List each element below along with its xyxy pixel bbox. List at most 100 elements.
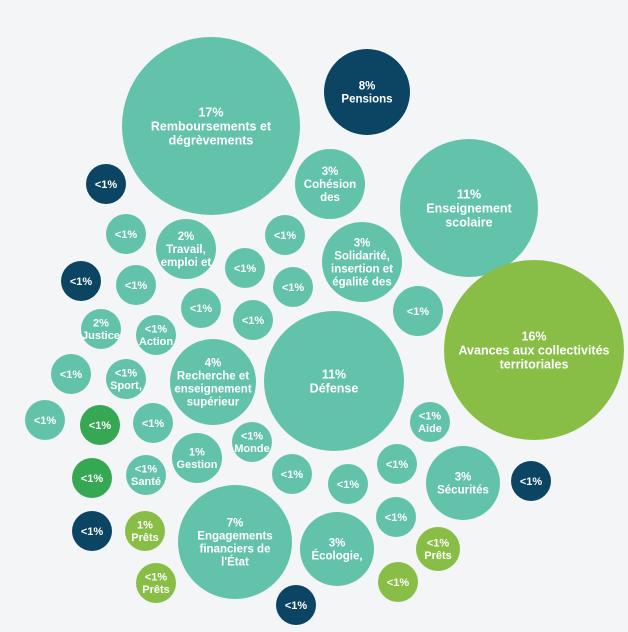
bubble: <1%Monde [232,422,272,462]
bubble-circle [426,446,500,520]
bubble-percent-label: <1% [60,369,83,381]
bubble-category-label: scolaire [445,215,492,229]
bubble-percent-label: <1% [274,230,297,242]
bubble: <1% [378,562,418,602]
bubble-category-label: Défense [310,381,359,395]
bubble-percent-label: <1% [145,324,168,336]
bubble-category-label: supérieur [187,397,240,409]
bubble: <1%Prêts [136,563,176,603]
bubble-circle [322,222,402,302]
bubble-percent-label: <1% [142,418,165,430]
bubble-category-label: Prêts [131,532,159,544]
bubble: <1% [181,288,221,328]
bubble-circle [378,562,418,602]
bubble-category-label: Recherche et [177,371,249,383]
bubble-percent-label: <1% [242,315,265,327]
bubble-category-label: égalité des [332,277,391,289]
bubble-category-label: insertion et [331,264,393,276]
bubble: <1% [72,511,112,551]
bubble-circle [264,311,404,451]
bubble-category-label: l'État [221,556,249,569]
bubble-circle [51,354,91,394]
bubble-percent-label: <1% [135,464,158,476]
bubble-category-label: Prêts [142,584,170,596]
bubble: <1% [51,354,91,394]
bubble-circle [393,286,443,336]
bubble-circle [136,563,176,603]
bubble-circle [300,512,374,586]
bubble: <1% [72,458,112,498]
bubble-circle [265,215,305,255]
bubble-circle [25,400,65,440]
bubble-percent-label: <1% [241,431,264,443]
bubble-category-label: Engagements [197,531,272,543]
bubble: <1% [80,405,120,445]
bubble-circle [116,265,156,305]
bubble: <1% [106,214,146,254]
bubble-percent-label: 3% [322,166,339,178]
bubble-circle [400,139,538,277]
bubble-category-label: territoriales [500,357,569,371]
bubble-percent-label: 11% [457,187,481,201]
bubble: <1% [25,400,65,440]
bubble: <1% [133,403,173,443]
bubble-circle [178,485,292,599]
bubble-category-label: Prêts [424,550,452,562]
bubble: <1% [328,464,368,504]
bubble-percent-label: <1% [387,577,410,589]
bubble-percent-label: <1% [234,263,257,275]
bubble: 3%Sécurités [426,446,500,520]
bubble-percent-label: <1% [70,276,93,288]
bubble-category-label: Action [139,336,174,348]
bubble-circle [86,164,126,204]
bubble-percent-label: 3% [329,538,346,550]
bubble-percent-label: <1% [337,479,360,491]
bubble-circle [106,359,146,399]
bubble-category-label: Aide [418,423,442,435]
bubble-circle [328,464,368,504]
bubble-percent-label: <1% [407,306,430,318]
bubble-category-label: Sécurités [437,485,489,497]
bubble-category-label: Écologie, [311,550,362,563]
bubble: <1%Aide [410,402,450,442]
bubble-circle [133,403,173,443]
bubble-category-label: dégrèvements [169,133,254,147]
bubble-category-label: Justice [82,330,120,342]
bubble-circle [324,49,410,135]
bubble-percent-label: <1% [81,473,104,485]
bubble: <1% [273,267,313,307]
bubble-category-label: Remboursements et [151,119,272,133]
bubble-percent-label: 1% [137,520,153,532]
bubble-percent-label: <1% [427,538,450,550]
bubble: <1%Action [136,315,176,355]
bubble-category-label: Travail, [166,244,206,256]
bubble-circle [170,339,256,425]
bubble-circle [122,37,300,215]
bubble-category-label: Solidarité, [334,251,390,263]
bubble-category-label: financiers de [200,544,271,556]
bubble: <1% [116,265,156,305]
bubble-percent-label: <1% [385,512,408,524]
bubble-category-label: Monde [234,443,269,455]
bubble-percent-label: <1% [285,600,308,612]
bubble: <1% [86,164,126,204]
bubble-circle [72,511,112,551]
bubble-category-label: des [320,192,340,204]
bubble-percent-label: <1% [281,469,304,481]
bubble-category-label: emploi et [161,257,212,269]
bubble: 8%Pensions [324,49,410,135]
bubble: 1%Prêts [125,511,165,551]
bubble: <1% [233,300,273,340]
bubble-circle [181,288,221,328]
bubble-circle [233,300,273,340]
bubble: <1% [276,585,316,625]
bubble-category-label: Avances aux collectivités [458,343,609,357]
bubble-category-label: Enseignement [426,201,512,215]
bubble-percent-label: <1% [190,303,213,315]
